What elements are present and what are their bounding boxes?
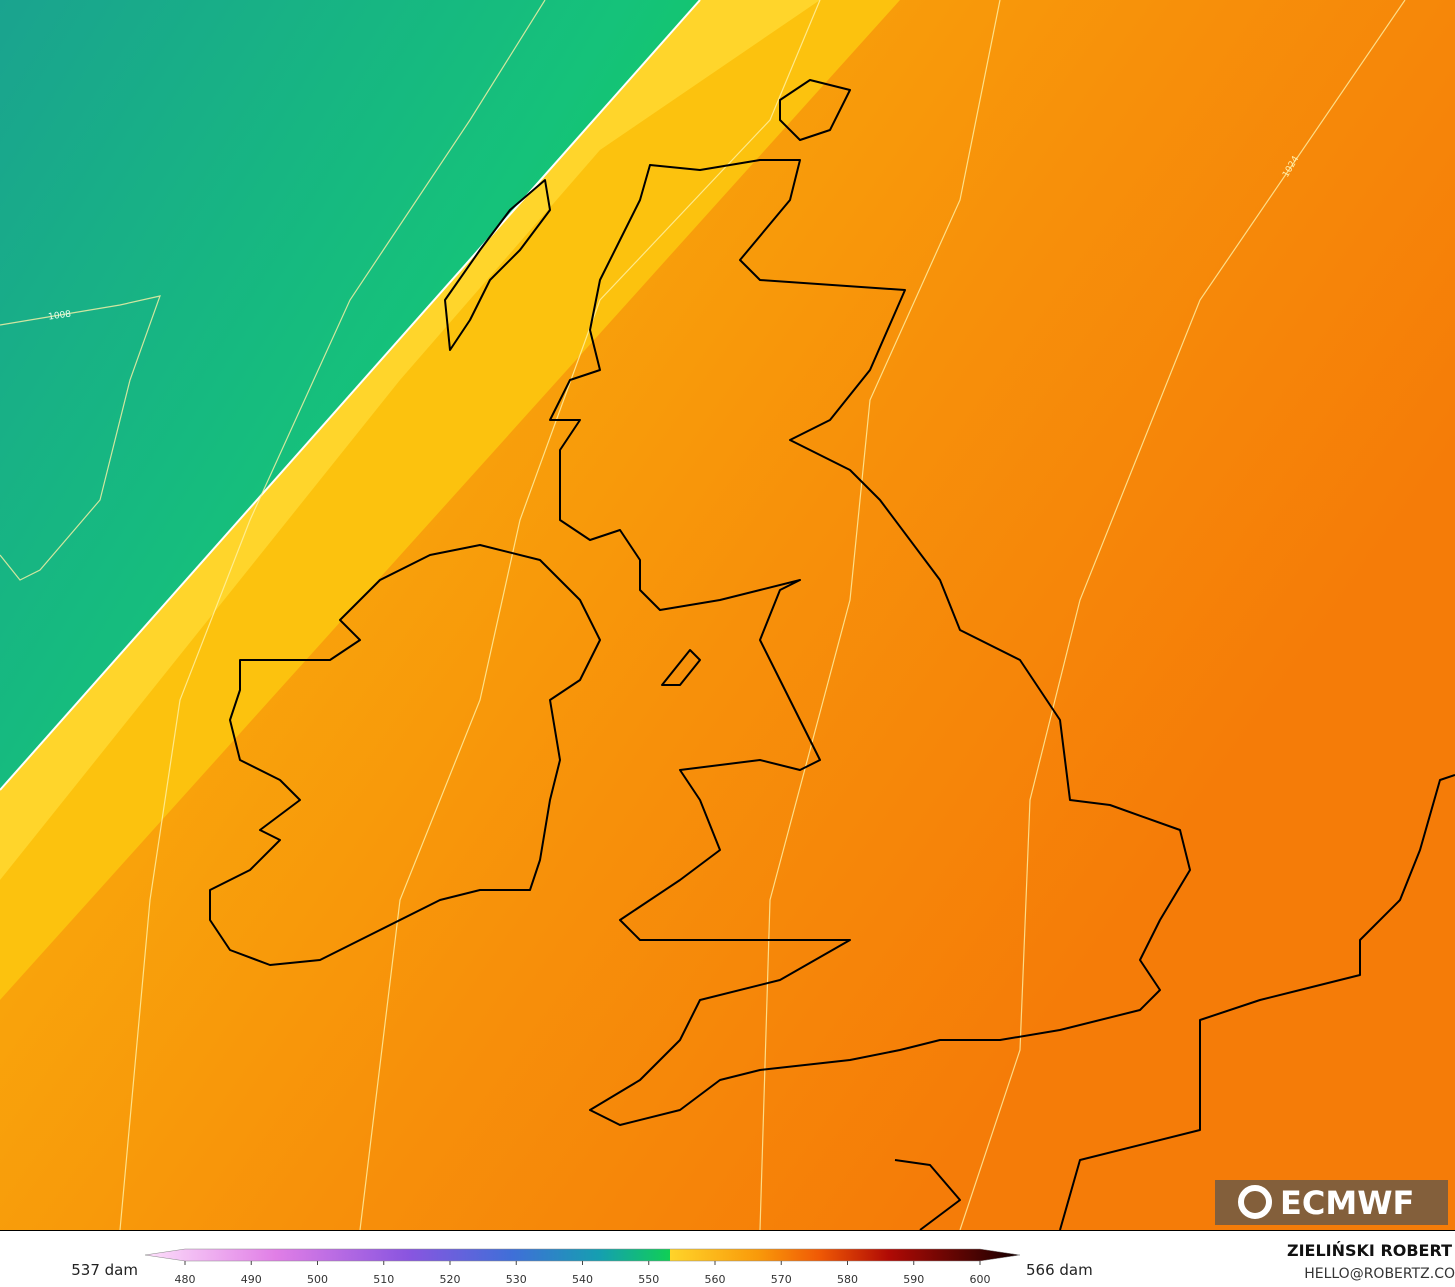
logo: ECMWF bbox=[1280, 1184, 1414, 1222]
map: 1008 1024 ECMWF bbox=[0, 0, 1455, 1231]
credit-email: HELLO@ROBERTZ.CO bbox=[1304, 1266, 1455, 1282]
colorbar-tick-label: 510 bbox=[373, 1273, 394, 1286]
colorbar-left-label: 537 dam bbox=[71, 1261, 138, 1279]
colorbar-tick-label: 480 bbox=[175, 1273, 196, 1286]
isle-of-man bbox=[661, 649, 701, 686]
field-light-orange bbox=[0, 0, 900, 1000]
colorbar-tick-label: 600 bbox=[970, 1273, 991, 1286]
isobar bbox=[359, 0, 821, 1231]
continent bbox=[1059, 774, 1455, 1231]
colorbar-scale bbox=[144, 1248, 1021, 1262]
credit-name: ZIELIŃSKI ROBERT bbox=[1287, 1241, 1452, 1260]
contour bbox=[0, 0, 701, 791]
colorbar-tick-label: 580 bbox=[837, 1273, 858, 1286]
isobar bbox=[0, 295, 161, 581]
colorbar-tick-label: 590 bbox=[903, 1273, 924, 1286]
colorbar-tick-label: 550 bbox=[638, 1273, 659, 1286]
orkney bbox=[779, 79, 851, 141]
colorbar-tick-label: 500 bbox=[307, 1273, 328, 1286]
colorbar-tick-label: 560 bbox=[705, 1273, 726, 1286]
colorbar-tick-label: 520 bbox=[440, 1273, 461, 1286]
colorbar-tick-label: 540 bbox=[572, 1273, 593, 1286]
isobar bbox=[759, 0, 1001, 1231]
hebrides bbox=[444, 179, 551, 351]
colorbar-tick-label: 490 bbox=[241, 1273, 262, 1286]
logo-icon bbox=[1238, 1185, 1272, 1219]
great-britain bbox=[549, 159, 1191, 1126]
colorbar-tick-label: 570 bbox=[771, 1273, 792, 1286]
isobar-label: 1008 bbox=[48, 309, 72, 322]
colorbar-right-label: 566 dam bbox=[1026, 1261, 1093, 1279]
isobar bbox=[119, 0, 546, 1231]
colorbar-tick-label: 530 bbox=[506, 1273, 527, 1286]
isobar bbox=[959, 0, 1406, 1231]
colorbar: 537 dam 566 dam 480 490 500 510 520 530 540 550… bbox=[71, 1248, 1093, 1286]
brittany bbox=[894, 1159, 961, 1231]
ireland bbox=[209, 544, 601, 966]
